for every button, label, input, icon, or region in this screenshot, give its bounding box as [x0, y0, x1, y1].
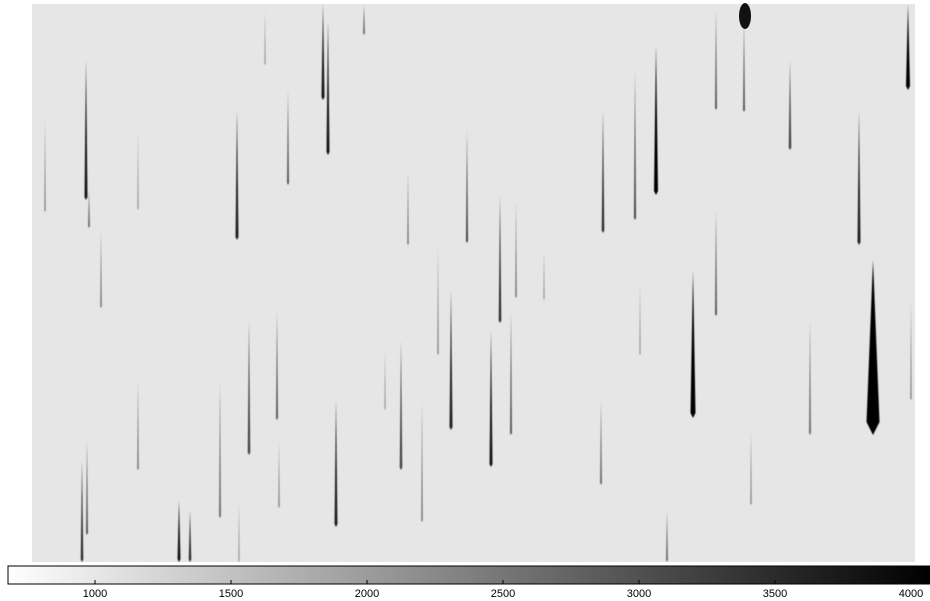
- streak: [690, 270, 696, 418]
- streak: [906, 4, 910, 90]
- streak: [654, 45, 658, 195]
- streak: [515, 200, 517, 298]
- colorbar: [7, 565, 930, 585]
- streak: [137, 130, 139, 210]
- streak: [809, 320, 811, 435]
- streak: [743, 20, 745, 112]
- streak: [466, 130, 468, 243]
- streak: [88, 190, 90, 228]
- streak: [384, 350, 386, 410]
- streak: [287, 90, 289, 185]
- streak: [601, 110, 605, 233]
- streak: [276, 310, 278, 420]
- streak: [910, 300, 912, 400]
- streak: [639, 280, 641, 355]
- streak: [334, 400, 338, 527]
- colorbar-tick-label: 1000: [83, 588, 107, 600]
- streak: [100, 230, 102, 308]
- streak: [238, 500, 240, 562]
- streak: [399, 340, 403, 470]
- streak: [510, 310, 512, 435]
- streak: [449, 290, 453, 430]
- colorbar-tick-label: 4000: [899, 588, 923, 600]
- image-streaks: [44, 4, 912, 562]
- streak: [80, 460, 84, 562]
- streak: [750, 430, 752, 505]
- streak: [177, 500, 181, 562]
- streak: [321, 4, 325, 100]
- streak: [363, 4, 365, 35]
- streak: [715, 210, 717, 316]
- streak: [666, 510, 668, 562]
- streak: [866, 260, 880, 435]
- star-blob: [739, 3, 751, 29]
- streak: [188, 510, 192, 562]
- streak: [437, 245, 439, 355]
- streak: [86, 440, 88, 535]
- streak: [489, 330, 493, 467]
- streak: [421, 400, 423, 522]
- streak: [278, 440, 280, 508]
- streak: [219, 380, 221, 518]
- streak: [407, 170, 409, 245]
- streak: [543, 250, 545, 300]
- streak: [235, 110, 239, 240]
- colorbar-tick-label: 2000: [355, 588, 379, 600]
- streak: [44, 120, 46, 212]
- image-background: [32, 4, 915, 562]
- streak: [788, 60, 792, 150]
- streak: [247, 320, 251, 455]
- colorbar-tick-label: 2500: [491, 588, 515, 600]
- colorbar-tick-label: 3000: [627, 588, 651, 600]
- streak: [634, 70, 636, 220]
- streak: [857, 110, 861, 245]
- streak: [264, 10, 266, 65]
- colorbar-tick-label: 3500: [763, 588, 787, 600]
- streak: [137, 380, 139, 470]
- colorbar-tick-label: 1500: [219, 588, 243, 600]
- streak: [715, 10, 717, 110]
- streak: [498, 195, 502, 323]
- streak: [326, 20, 330, 155]
- streak: [84, 60, 88, 200]
- streak: [600, 400, 602, 485]
